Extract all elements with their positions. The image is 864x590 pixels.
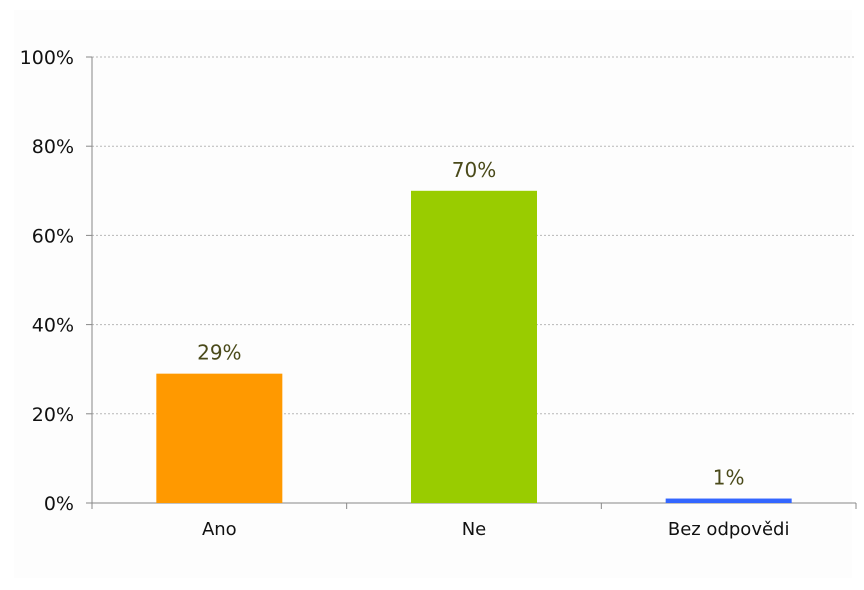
y-tick-label: 20% xyxy=(32,404,74,426)
bar-bez-odpovědi xyxy=(665,498,792,503)
x-category-label: Ano xyxy=(202,519,237,540)
x-category-label: Ne xyxy=(462,519,487,540)
bar-layer xyxy=(156,190,792,504)
y-tick-label: 80% xyxy=(32,136,74,158)
bar-ne xyxy=(411,190,537,504)
data-label: 1% xyxy=(713,466,745,490)
y-tick-label: 100% xyxy=(20,47,74,69)
data-label: 70% xyxy=(452,158,496,182)
axis-layer: 0% 20% 40% 60% 80% 100% xyxy=(20,47,857,515)
y-tick-label: 60% xyxy=(32,225,74,247)
x-category-label: Bez odpovědi xyxy=(668,519,790,540)
y-tick-label: 40% xyxy=(32,315,74,337)
y-tick-label: 0% xyxy=(44,493,74,515)
bar-ano xyxy=(156,373,283,503)
label-layer: 29% Ano 70% Ne 1% Bez odpovědi xyxy=(197,158,789,540)
data-label: 29% xyxy=(197,341,241,365)
